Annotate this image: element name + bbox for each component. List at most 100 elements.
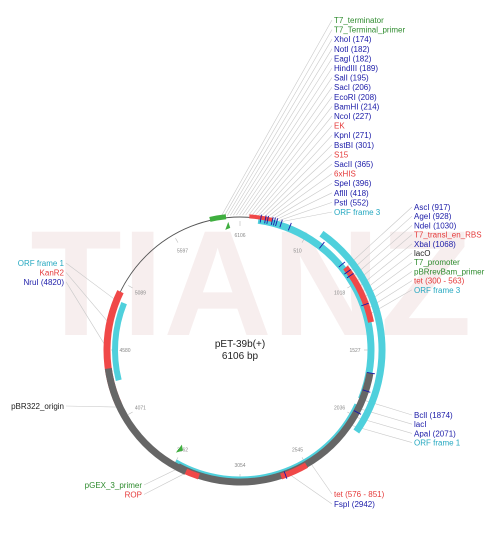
leader-line [254,125,333,217]
enzyme-site [270,216,274,225]
feature-label: T7_Terminal_primer [334,26,405,35]
enzyme-site [319,241,325,249]
tick-mark [175,238,179,243]
feature-label: SacI (206) [334,83,371,92]
pbr322-origin-arc [104,368,188,475]
plasmid-size: 6106 bp [222,351,259,362]
leader-line [143,473,186,495]
feature-label: EcoRI (208) [334,93,377,102]
leader-line [281,211,333,222]
leader-line [65,281,106,346]
feature-label: SacII (365) [334,160,373,169]
t7-terminator-arc [209,214,227,222]
tick-label: 4580 [119,348,130,354]
leader-line [245,96,333,216]
feature-label: ROP [125,490,142,499]
plasmid-name: pET-39b(+) [215,339,265,350]
feature-label: BstBI (301) [334,141,374,150]
enzyme-site [287,222,292,231]
feature-label: SpeI (396) [334,179,372,188]
feature-label: SalI (195) [334,74,369,83]
leader-line [349,215,413,272]
enzyme-site [279,219,283,228]
leader-line [65,272,109,323]
feature-label: AflII (418) [334,189,369,198]
tick-label: 2545 [292,448,303,454]
tick-label: 6106 [234,233,245,239]
enzyme-site [346,273,354,279]
enzyme-site [264,215,267,224]
feature-label: ORF frame 3 [334,208,381,217]
feature-label: KpnI (271) [334,131,372,140]
feature-label: ORF frame 3 [414,286,461,295]
primer-flag [225,221,231,230]
orf-frame3-outer-arc [319,230,386,434]
feature-label: S15 [334,150,349,159]
leader-line [359,243,413,287]
enzyme-site [353,410,362,415]
feature-label: NruI (4820) [24,278,65,287]
orf-frame1-left-arc [112,302,127,381]
leader-line [269,173,333,219]
enzyme-site [362,389,371,393]
leader-line [275,192,333,221]
tick-mark [128,411,133,415]
feature-label: ApaI (2071) [414,429,456,438]
leader-line [239,77,333,216]
leader-line [266,163,333,218]
enzyme-site [266,215,269,224]
feature-label: XbaI (1068) [414,240,456,249]
feature-label: XhoI (174) [334,35,372,44]
leader-line [346,206,413,268]
tick-label: 3054 [234,463,245,469]
tet-lower-arc [280,462,308,480]
enzyme-site [338,261,346,268]
feature-label: KanR2 [40,268,65,277]
leader-line [272,182,333,220]
feature-label: BamHI (214) [334,102,380,111]
tick-label: 4071 [135,406,146,412]
orf-frame3-inner-arc [257,216,375,401]
feature-label: T7_promoter [414,258,460,267]
enzyme-site [275,218,279,227]
watermark: TIANZ [30,199,472,367]
leader-line [248,106,333,216]
feature-label: ORF frame 1 [414,439,461,448]
leader-line [65,262,116,300]
leader-line [242,87,333,216]
enzyme-site [366,371,375,375]
leader-line [65,405,118,408]
leader-line [260,144,333,217]
tick-label: 510 [293,248,302,254]
enzyme-site [272,217,276,226]
leader-line [251,115,333,216]
feature-label: pBRrevBam_primer [414,267,485,276]
leader-line [227,39,333,216]
feature-label: AscI (917) [414,203,451,212]
feature-label: FspI (2942) [334,500,375,509]
feature-label: ORF frame 1 [18,259,65,268]
leader-line [230,48,333,216]
feature-label: EagI (182) [334,54,372,63]
leader-line [356,234,413,282]
leader-line [220,19,333,217]
feature-label: 6xHIS [334,170,356,179]
enzyme-site [283,471,288,479]
leader-line [311,464,333,495]
enzyme-site [361,302,369,307]
tick-label: 5089 [135,291,146,297]
tick-mark [128,285,133,289]
feature-label: lacI [414,420,426,429]
feature-label: pGEX_3_primer [85,481,143,490]
leader-line [353,225,413,277]
feature-label: HindIII (189) [334,64,378,73]
feature-label: lacO [414,249,430,258]
feature-label: pBR322_origin [11,402,64,411]
feature-label: BclI (1874) [414,411,453,420]
primer-flag [175,444,183,453]
enzyme-site-marks [259,214,375,479]
leader-line [223,29,333,217]
feature-arcs [103,214,386,486]
